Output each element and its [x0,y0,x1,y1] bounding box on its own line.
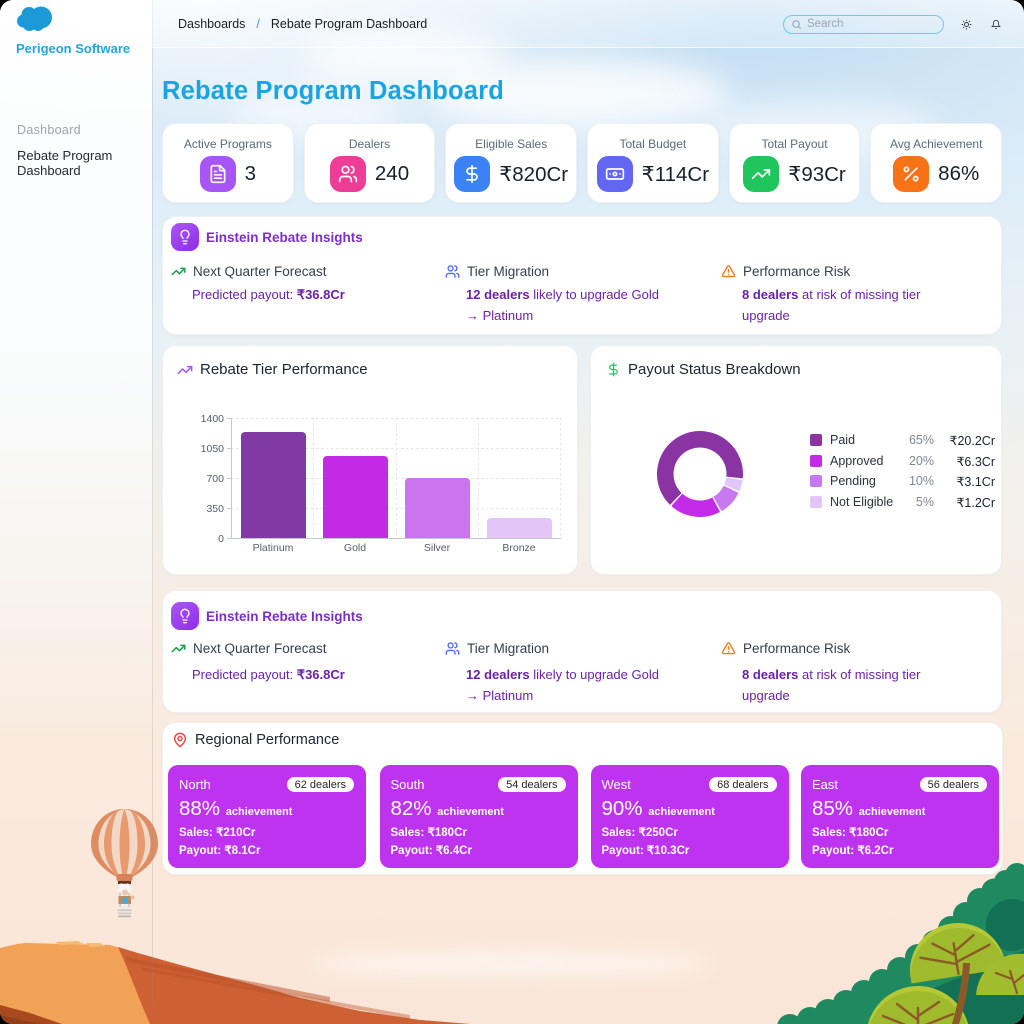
svg-text:700: 700 [206,473,224,485]
svg-text:Silver: Silver [424,542,451,554]
svg-text:Platinum: Platinum [253,542,294,554]
svg-text:1400: 1400 [201,413,225,425]
svg-text:Gold: Gold [344,542,366,554]
svg-text:0: 0 [218,533,224,545]
svg-text:Bronze: Bronze [502,542,535,554]
svg-text:1050: 1050 [201,443,225,455]
svg-text:350: 350 [206,503,224,515]
